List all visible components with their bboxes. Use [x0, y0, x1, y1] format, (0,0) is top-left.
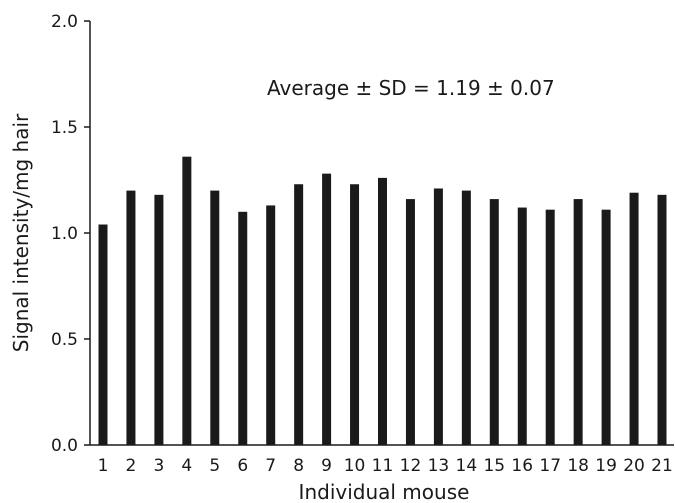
y-axis-title: Signal intensity/mg hair	[9, 113, 33, 352]
bar-mouse-17	[545, 209, 555, 445]
bar-mouse-13	[433, 188, 443, 446]
x-tick-labels: 1 2 3 4 5 6 7 8 9 10 11 12 13 14 15 16 17 18 19 20 21	[98, 456, 673, 476]
y-tick-label: 2.0	[51, 12, 78, 32]
y-tick-label: 1.0	[51, 224, 78, 244]
x-tick-label: 7	[265, 456, 276, 476]
x-tick-label: 11	[372, 456, 394, 476]
x-tick-label: 12	[400, 456, 422, 476]
x-tick-label: 17	[539, 456, 561, 476]
x-tick-label: 15	[483, 456, 505, 476]
bar-mouse-10	[350, 184, 360, 446]
x-tick-label: 21	[651, 456, 673, 476]
x-tick-label: 18	[567, 456, 589, 476]
x-tick-label: 6	[237, 456, 248, 476]
x-tick-label: 3	[153, 456, 164, 476]
bar-mouse-15	[489, 199, 499, 445]
bar-mouse-18	[573, 199, 583, 445]
y-tick-label: 0.5	[51, 330, 78, 350]
bar-mouse-4	[182, 156, 192, 445]
bar-mouse-7	[266, 205, 276, 445]
bar-mouse-2	[126, 190, 136, 445]
x-tick-label: 20	[623, 456, 645, 476]
bar-mouse-8	[294, 184, 304, 446]
bar-mouse-3	[154, 194, 164, 445]
average-sd-annotation: Average ± SD = 1.19 ± 0.07	[267, 76, 555, 100]
x-tick-label: 1	[98, 456, 109, 476]
bar-mouse-19	[601, 209, 611, 445]
x-tick-label: 2	[126, 456, 137, 476]
x-tick-label: 10	[344, 456, 366, 476]
y-tick-labels: 0.0 0.5 1.0 1.5 2.0	[51, 12, 90, 456]
bar-mouse-12	[405, 199, 415, 445]
y-tick-label: 1.5	[51, 118, 78, 138]
x-tick-label: 14	[456, 456, 478, 476]
x-tick-label: 9	[321, 456, 332, 476]
bar-mouse-1	[98, 224, 108, 445]
bar-mouse-14	[461, 190, 471, 445]
bar-mouse-21	[657, 194, 667, 445]
y-tick-label: 0.0	[51, 436, 78, 456]
bar-mouse-11	[378, 177, 387, 445]
bar-mouse-16	[517, 207, 527, 445]
x-axis-title: Individual mouse	[299, 480, 470, 503]
x-tick-label: 16	[511, 456, 533, 476]
bars-group	[98, 156, 667, 446]
x-tick-label: 5	[209, 456, 220, 476]
bar-mouse-20	[629, 192, 639, 445]
x-tick-label: 13	[428, 456, 450, 476]
x-tick-label: 8	[293, 456, 304, 476]
bar-mouse-9	[322, 173, 332, 445]
bar-mouse-6	[238, 211, 248, 445]
x-tick-label: 19	[595, 456, 617, 476]
x-tick-label: 4	[181, 456, 192, 476]
bar-mouse-5	[210, 190, 220, 445]
